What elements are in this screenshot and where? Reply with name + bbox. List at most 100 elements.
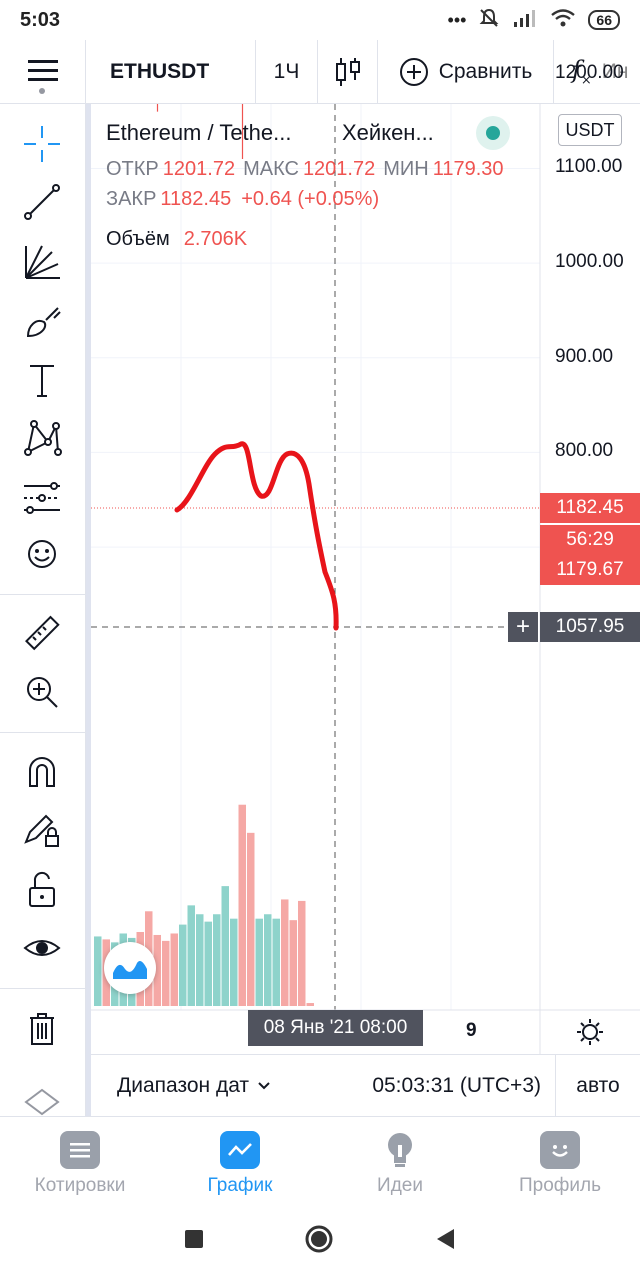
volume-bar xyxy=(281,899,289,1006)
volume-bar xyxy=(289,920,297,1006)
nav-ideas-label: Идеи xyxy=(377,1175,423,1196)
layers-tool[interactable] xyxy=(18,1074,66,1122)
lock-all-tool[interactable] xyxy=(18,866,66,914)
gann-fib-tool[interactable] xyxy=(18,238,66,286)
change-value: +0.64 (+0.05%) xyxy=(241,187,380,210)
magnet-icon xyxy=(29,757,55,787)
mute-icon xyxy=(478,7,500,34)
pattern-tool[interactable] xyxy=(18,414,66,462)
fx-icon: f× xyxy=(572,55,592,88)
chart-toolbar: ETHUSDT 1Ч Сравнить f× Ин xyxy=(0,39,640,104)
back-button[interactable] xyxy=(434,1227,456,1256)
plus-circle-icon xyxy=(399,57,428,86)
volume-bar xyxy=(255,918,263,1006)
prediction-tool[interactable] xyxy=(18,474,66,522)
secondary-price-tag: 1179.67 xyxy=(540,555,640,585)
lightbulb-icon xyxy=(380,1131,420,1169)
volume-bar xyxy=(179,924,187,1006)
zoom-tool[interactable] xyxy=(18,668,66,716)
battery-indicator: 66 xyxy=(588,10,620,30)
remove-drawings-tool[interactable] xyxy=(18,1004,66,1052)
trash-icon xyxy=(30,1013,54,1045)
nav-quotes-label: Котировки xyxy=(34,1175,126,1196)
volume-bar xyxy=(213,914,221,1006)
text-tool[interactable] xyxy=(18,356,66,404)
trendline-tool[interactable] xyxy=(18,178,66,226)
volume-bar xyxy=(187,905,195,1006)
volume-bar xyxy=(153,934,161,1006)
nav-profile[interactable]: Профиль xyxy=(480,1117,640,1202)
magnet-tool[interactable] xyxy=(18,748,66,796)
volume-bar xyxy=(204,921,212,1006)
menu-button[interactable] xyxy=(0,39,86,104)
volume-bars xyxy=(94,804,314,1006)
compare-button[interactable]: Сравнить xyxy=(378,39,554,104)
volume-bar xyxy=(306,1003,314,1006)
status-bar: 5:03 ••• 66 xyxy=(0,0,640,40)
brush-tool[interactable] xyxy=(18,298,66,346)
system-navigation xyxy=(0,1202,640,1280)
measure-tool[interactable] xyxy=(18,610,66,658)
market-status-icon xyxy=(476,116,510,150)
add-alert-button[interactable]: + xyxy=(508,612,538,642)
nav-quotes[interactable]: Котировки xyxy=(0,1117,160,1202)
legend-title: Ethereum / Tethe... xyxy=(106,120,292,145)
date-range-button[interactable]: Диапазон дат xyxy=(91,1074,341,1098)
nav-ideas[interactable]: Идеи xyxy=(320,1117,480,1202)
volume-bar xyxy=(196,914,204,1006)
indicators-button[interactable]: f× Ин xyxy=(554,40,640,104)
recents-button[interactable] xyxy=(184,1229,204,1254)
close-label: ЗАКР xyxy=(106,187,157,210)
chart-settings-button[interactable] xyxy=(540,1010,640,1054)
text-icon xyxy=(30,365,54,397)
nav-profile-label: Профиль xyxy=(518,1175,602,1196)
auto-scale-button[interactable]: авто xyxy=(555,1054,640,1117)
volume-bar xyxy=(247,832,255,1006)
crosshair-date-tag: 08 Янв '21 08:00 xyxy=(248,1010,423,1046)
eye-icon xyxy=(23,940,61,956)
volume-bar xyxy=(298,900,306,1006)
pattern-icon xyxy=(24,420,62,456)
zoom-in-icon xyxy=(27,677,58,708)
bottom-navigation: Котировки График Идеи Профиль xyxy=(0,1116,640,1202)
timezone-button[interactable]: 05:03:31 (UTC+3) xyxy=(372,1073,541,1097)
nav-chart[interactable]: График xyxy=(160,1117,320,1202)
currency-button[interactable]: USDT xyxy=(558,114,622,146)
price-axis-tick: 1000.00 xyxy=(555,251,624,273)
signal-icon xyxy=(512,8,538,33)
chart-pane[interactable] xyxy=(91,104,640,1054)
icons-tool[interactable] xyxy=(18,530,66,578)
close-value: 1182.45 xyxy=(160,187,232,210)
wifi-icon xyxy=(550,8,576,33)
interval-button[interactable]: 1Ч xyxy=(256,39,318,104)
candlestick-series xyxy=(156,104,244,159)
chart-grid xyxy=(91,104,540,1010)
chevron-down-icon xyxy=(258,1081,270,1089)
crosshair-tool[interactable] xyxy=(18,120,66,168)
plus-icon: + xyxy=(515,613,530,640)
settings-sun-icon xyxy=(577,1019,603,1045)
square-icon xyxy=(185,1229,203,1248)
crosshair-price-tag: 1057.95 xyxy=(540,612,640,642)
hide-drawings-tool[interactable] xyxy=(18,924,66,972)
last-price-tag: 1182.45 xyxy=(540,493,640,523)
unlock-icon xyxy=(29,871,55,907)
countdown-tag: 56:29 xyxy=(540,525,640,555)
symbol-search-button[interactable]: ETHUSDT xyxy=(86,39,256,104)
tradingview-logo-button[interactable] xyxy=(104,942,156,994)
back-triangle-icon xyxy=(437,1228,454,1249)
chart-legend[interactable]: Ethereum / Tethe... Хейкен... ОТКР 1201.… xyxy=(106,116,510,254)
open-value: 1201.72 xyxy=(162,157,236,180)
volume-value: 2.706K xyxy=(183,227,248,250)
home-button[interactable] xyxy=(304,1224,334,1259)
date-range-label: Диапазон дат xyxy=(117,1073,250,1097)
hand-drawn-line xyxy=(174,441,339,631)
indicators-label: Ин xyxy=(601,59,629,83)
panel-edge xyxy=(86,104,91,1116)
chart-line-icon xyxy=(220,1131,260,1169)
lock-drawings-tool[interactable] xyxy=(18,806,66,854)
low-label: МИН xyxy=(383,157,429,180)
volume-bar xyxy=(264,914,272,1006)
candles-icon xyxy=(335,57,360,86)
chart-type-button[interactable] xyxy=(318,39,378,104)
